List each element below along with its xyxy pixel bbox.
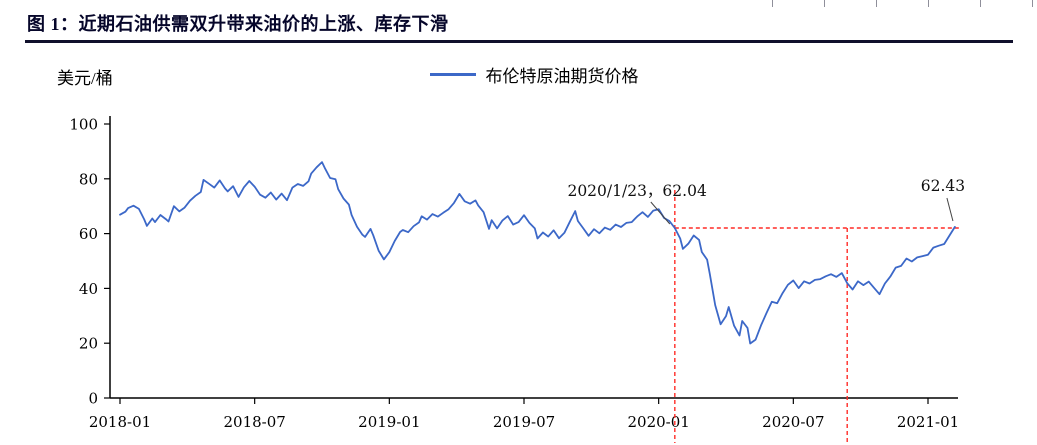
svg-text:2018-01: 2018-01: [89, 413, 151, 431]
chart-legend: 布伦特原油期货价格: [110, 62, 958, 87]
svg-text:60: 60: [79, 225, 98, 243]
cropped-table-fragment: [772, 0, 1036, 7]
svg-text:2020/1/23，62.04: 2020/1/23，62.04: [567, 182, 706, 200]
svg-text:2019-07: 2019-07: [493, 413, 555, 431]
svg-text:100: 100: [69, 116, 98, 134]
svg-text:2019-01: 2019-01: [358, 413, 420, 431]
svg-text:2021-01: 2021-01: [897, 413, 959, 431]
svg-text:62.43: 62.43: [921, 177, 965, 195]
figure-title: 图 1：近期石油供需双升带来油价的上涨、库存下滑: [27, 14, 449, 34]
svg-text:40: 40: [79, 280, 98, 298]
y-axis-unit-label: 美元/桶: [57, 69, 113, 88]
svg-text:2018-07: 2018-07: [223, 413, 285, 431]
svg-text:80: 80: [79, 170, 98, 188]
svg-text:0: 0: [88, 390, 98, 408]
title-divider: [25, 40, 1013, 43]
legend-line-swatch: [429, 73, 476, 76]
legend-label: 布伦特原油期货价格: [485, 67, 639, 86]
svg-text:20: 20: [79, 335, 98, 353]
svg-text:2020-07: 2020-07: [762, 413, 824, 431]
svg-text:2020-01: 2020-01: [627, 413, 689, 431]
